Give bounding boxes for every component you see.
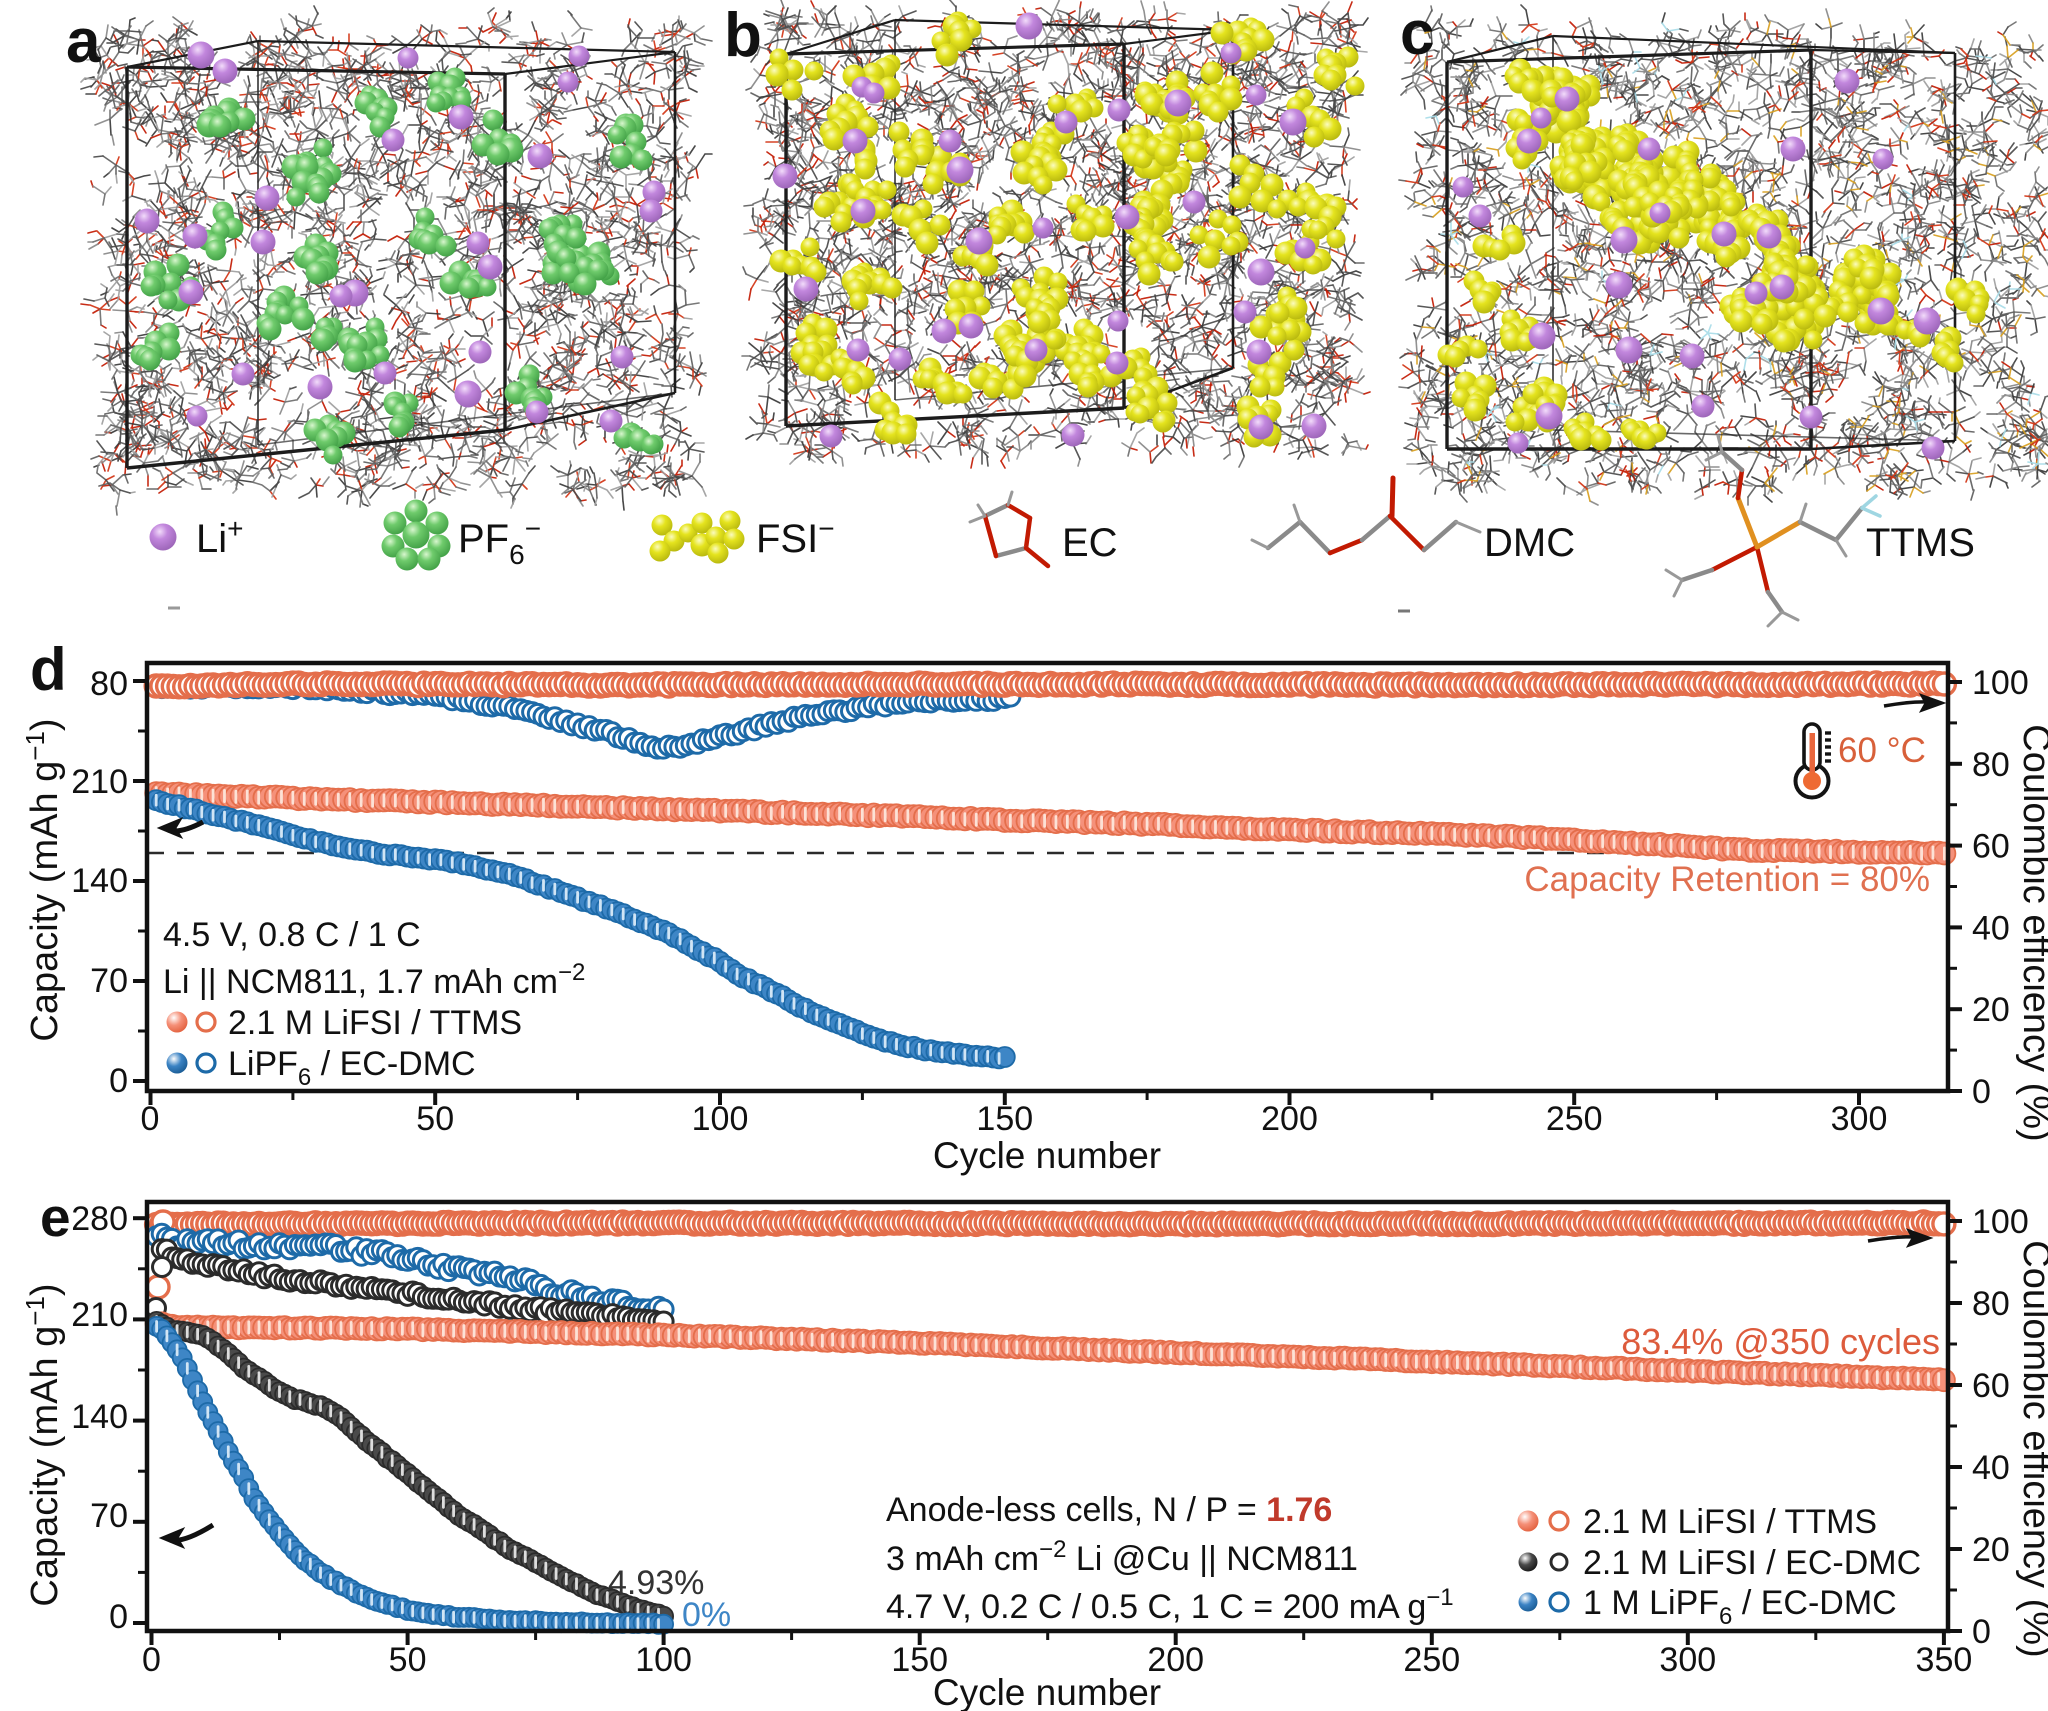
svg-text:140: 140	[71, 1398, 128, 1436]
svg-text:2.1 M LiFSI / TTMS: 2.1 M LiFSI / TTMS	[228, 1004, 522, 1042]
svg-text:20: 20	[1972, 1531, 2010, 1569]
svg-text:70: 70	[90, 1497, 128, 1535]
svg-text:Cycle number: Cycle number	[933, 1135, 1161, 1176]
svg-text:50: 50	[416, 1100, 454, 1138]
svg-text:350: 350	[1916, 1641, 1973, 1679]
svg-text:300: 300	[1831, 1100, 1888, 1138]
svg-text:140: 140	[71, 862, 128, 900]
svg-text:100: 100	[635, 1641, 692, 1679]
svg-text:80: 80	[1972, 746, 2010, 784]
svg-text:0%: 0%	[682, 1596, 731, 1634]
svg-text:40: 40	[1972, 1449, 2010, 1487]
svg-text:TTMS: TTMS	[1866, 521, 1975, 565]
svg-text:250: 250	[1546, 1100, 1603, 1138]
svg-text:200: 200	[1261, 1100, 1318, 1138]
svg-text:210: 210	[71, 763, 128, 801]
svg-text:200: 200	[1147, 1641, 1204, 1679]
svg-text:100: 100	[692, 1100, 749, 1138]
svg-text:150: 150	[976, 1100, 1033, 1138]
svg-text:0: 0	[109, 1062, 128, 1100]
svg-text:60: 60	[1972, 1367, 2010, 1405]
svg-text:40: 40	[1972, 909, 2010, 947]
svg-text:4.5 V, 0.8 C / 1 C: 4.5 V, 0.8 C / 1 C	[163, 916, 421, 954]
svg-text:Cycle number: Cycle number	[933, 1672, 1161, 1711]
svg-text:60: 60	[1972, 828, 2010, 866]
svg-text:100: 100	[1972, 1203, 2029, 1241]
svg-text:0: 0	[142, 1641, 161, 1679]
svg-text:4.93%: 4.93%	[608, 1564, 704, 1602]
svg-text:b: b	[724, 1, 762, 70]
svg-text:83.4% @350 cycles: 83.4% @350 cycles	[1621, 1321, 1940, 1362]
svg-text:80: 80	[1972, 1285, 2010, 1323]
svg-text:e: e	[40, 1186, 71, 1248]
svg-text:20: 20	[1972, 991, 2010, 1029]
svg-text:Li || NCM811, 1.7 mAh cm−2: Li || NCM811, 1.7 mAh cm−2	[163, 959, 585, 1001]
svg-text:4.7 V, 0.2 C / 0.5 C, 1 C = 20: 4.7 V, 0.2 C / 0.5 C, 1 C = 200 mA g−1	[886, 1584, 1454, 1626]
svg-text:Capacity Retention = 80%: Capacity Retention = 80%	[1524, 860, 1930, 899]
svg-text:0: 0	[109, 1598, 128, 1636]
svg-text:50: 50	[389, 1641, 427, 1679]
svg-text:Anode-less cells, N / P = 1.76: Anode-less cells, N / P = 1.76	[886, 1491, 1332, 1529]
svg-text:100: 100	[1972, 664, 2029, 702]
svg-text:0: 0	[141, 1100, 160, 1138]
svg-text:0: 0	[1972, 1613, 1991, 1651]
svg-text:2.1 M LiFSI / TTMS: 2.1 M LiFSI / TTMS	[1583, 1503, 1877, 1541]
svg-text:Coulombic efficiency (%): Coulombic efficiency (%)	[2015, 1240, 2048, 1657]
svg-text:Coulombic efficiency (%): Coulombic efficiency (%)	[2015, 724, 2048, 1141]
svg-text:Capacity (mAh g−1): Capacity (mAh g−1)	[20, 718, 66, 1041]
svg-text:250: 250	[1403, 1641, 1460, 1679]
svg-text:2.1 M LiFSI / EC-DMC: 2.1 M LiFSI / EC-DMC	[1583, 1544, 1921, 1582]
svg-text:a: a	[66, 7, 101, 76]
svg-text:0: 0	[1972, 1073, 1991, 1111]
svg-text:300: 300	[1659, 1641, 1716, 1679]
svg-text:150: 150	[891, 1641, 948, 1679]
svg-text:80: 80	[90, 665, 128, 703]
svg-text:70: 70	[90, 962, 128, 1000]
svg-text:EC: EC	[1062, 521, 1118, 565]
svg-text:3 mAh cm−2 Li @Cu || NCM811: 3 mAh cm−2 Li @Cu || NCM811	[886, 1536, 1358, 1578]
svg-text:280: 280	[71, 1200, 128, 1238]
svg-text:DMC: DMC	[1484, 521, 1575, 565]
svg-text:c: c	[1400, 0, 1434, 68]
svg-text:210: 210	[71, 1296, 128, 1334]
svg-text:60 °C: 60 °C	[1838, 731, 1926, 770]
svg-text:Capacity (mAh g−1): Capacity (mAh g−1)	[20, 1283, 66, 1606]
svg-text:d: d	[30, 636, 67, 703]
